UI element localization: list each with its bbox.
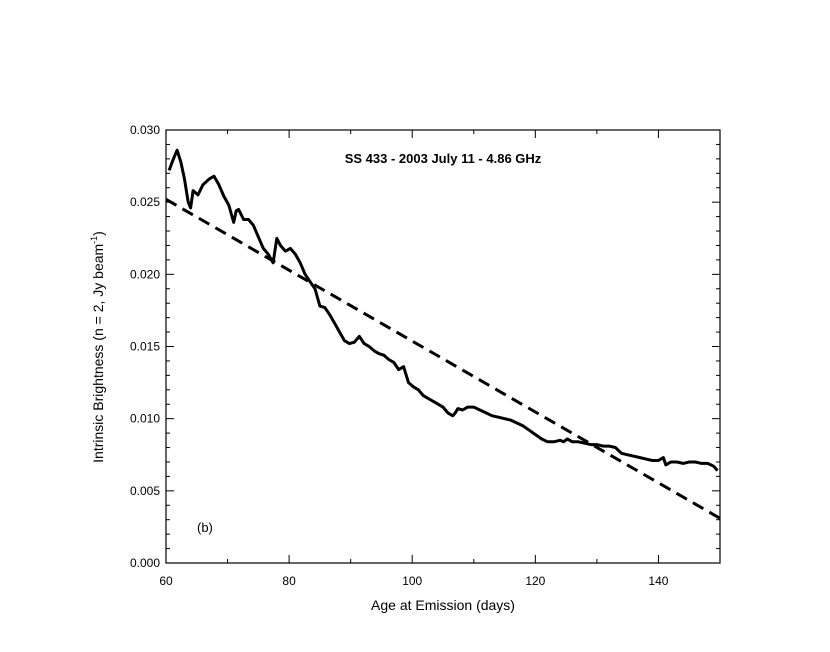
y-tick-label: 0.025 bbox=[130, 195, 160, 209]
fit-line bbox=[165, 198, 721, 520]
brightness-line bbox=[167, 148, 719, 472]
y-tick-label: 0.005 bbox=[130, 484, 160, 498]
x-tick-label: 80 bbox=[282, 574, 296, 588]
y-tick-label: 0.020 bbox=[130, 267, 160, 281]
chart-title: SS 433 - 2003 July 11 - 4.86 GHz bbox=[345, 151, 542, 166]
panel-label: (b) bbox=[197, 520, 213, 535]
axis-tick-labels: 60 80 100 120 140 0.000 0.005 0.010 0.015 0.020 0.… bbox=[130, 123, 669, 588]
x-tick-label: 120 bbox=[525, 574, 545, 588]
y-axis-title-main: Intrinsic Brightness (n = 2, Jy beam bbox=[90, 244, 106, 463]
x-tick-label: 60 bbox=[159, 574, 173, 588]
y-axis-title-superscript: -1 bbox=[89, 236, 99, 244]
x-tick-label: 140 bbox=[648, 574, 668, 588]
y-tick-label: 0.015 bbox=[130, 340, 160, 354]
y-tick-label: 0.010 bbox=[130, 412, 160, 426]
y-axis-title-end: ) bbox=[90, 231, 106, 236]
x-axis-title: Age at Emission (days) bbox=[371, 597, 515, 613]
y-tick-label: 0.030 bbox=[130, 123, 160, 137]
x-tick-label: 100 bbox=[402, 574, 422, 588]
axis-ticks bbox=[165, 129, 721, 564]
y-axis-title: Intrinsic Brightness (n = 2, Jy beam-1) bbox=[89, 231, 106, 463]
plot-frame bbox=[165, 129, 721, 564]
series-layer bbox=[165, 148, 721, 520]
y-tick-label: 0.000 bbox=[130, 556, 160, 570]
